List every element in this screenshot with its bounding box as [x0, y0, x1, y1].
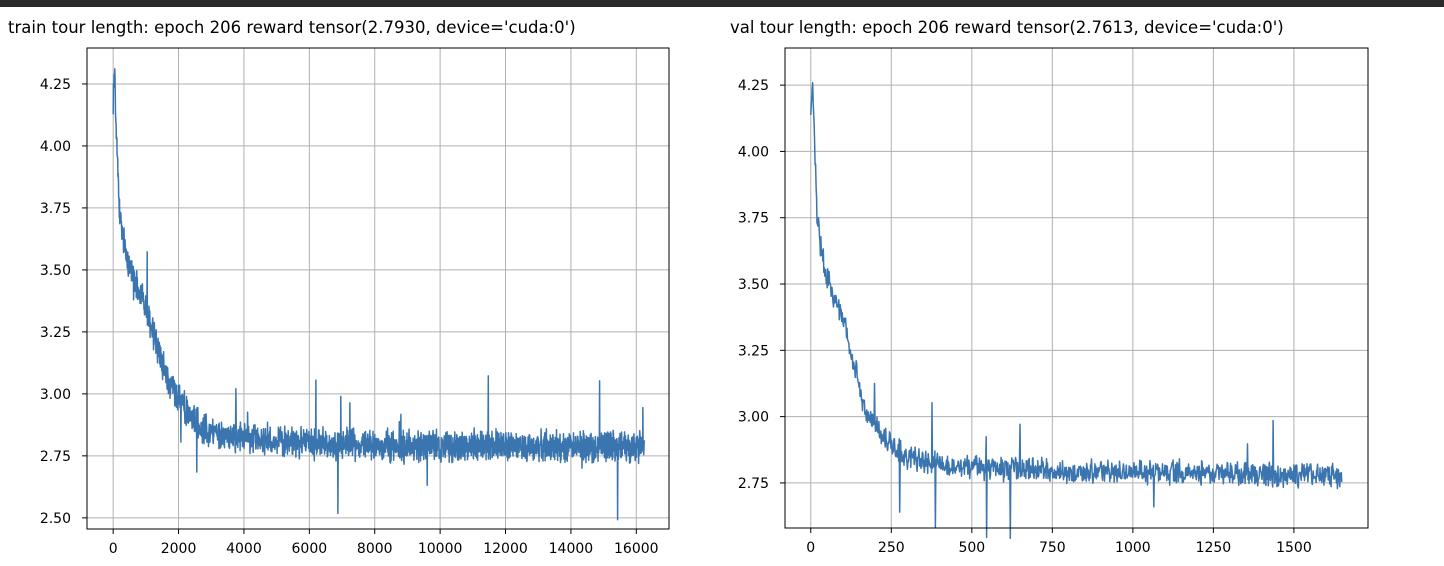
- x-tick-label: 250: [878, 540, 905, 556]
- y-tick-label: 3.50: [738, 277, 769, 293]
- chart-train: 0 2000 4000 6000 8000 10000 12000 14000 16000 2.5…: [40, 47, 670, 557]
- axes-frame: [86, 47, 670, 530]
- y-tick-label: 3.75: [40, 201, 71, 217]
- x-tick-label: 1000: [1115, 540, 1151, 556]
- right-chart-title: val tour length: epoch 206 reward tensor…: [730, 18, 1284, 37]
- x-tick-label: 8000: [357, 541, 393, 557]
- y-tick-label: 3.25: [738, 343, 769, 359]
- y-tick-label: 3.75: [738, 211, 769, 227]
- chart-val: 0 250 500 750 1000 1250 1500 2.75 3.00 3.25 3.50 3.…: [738, 47, 1369, 556]
- x-tick-label: 10000: [418, 541, 463, 557]
- x-tick-label: 0: [109, 541, 118, 557]
- x-tick-label: 14000: [549, 541, 594, 557]
- top-window-strip: [0, 0, 1444, 7]
- x-tick-label: 12000: [483, 541, 528, 557]
- series-line: [810, 82, 1343, 540]
- axes-frame: [784, 47, 1369, 529]
- y-tick-label: 3.00: [738, 410, 769, 426]
- x-tick-label: 2000: [161, 541, 197, 557]
- y-tick-label: 2.75: [738, 476, 769, 492]
- series-line: [112, 68, 646, 521]
- y-tick-label: 3.00: [40, 387, 71, 403]
- y-tick-label: 4.00: [40, 139, 71, 155]
- y-tick-label: 4.25: [738, 78, 769, 94]
- x-tick-label: 500: [958, 540, 985, 556]
- x-tick-label: 750: [1039, 540, 1066, 556]
- y-tick-label: 2.50: [40, 511, 71, 527]
- x-tick-label: 0: [806, 540, 815, 556]
- y-tick-label: 4.25: [40, 77, 71, 93]
- y-tick-label: 3.25: [40, 325, 71, 341]
- x-tick-label: 1250: [1196, 540, 1232, 556]
- y-tick-label: 4.00: [738, 144, 769, 160]
- y-tick-label: 3.50: [40, 263, 71, 279]
- y-tick-label: 2.75: [40, 449, 71, 465]
- x-tick-label: 1500: [1276, 540, 1312, 556]
- x-tick-label: 4000: [226, 541, 262, 557]
- left-chart-title: train tour length: epoch 206 reward tens…: [8, 18, 576, 37]
- x-tick-label: 6000: [292, 541, 328, 557]
- x-tick-label: 16000: [614, 541, 659, 557]
